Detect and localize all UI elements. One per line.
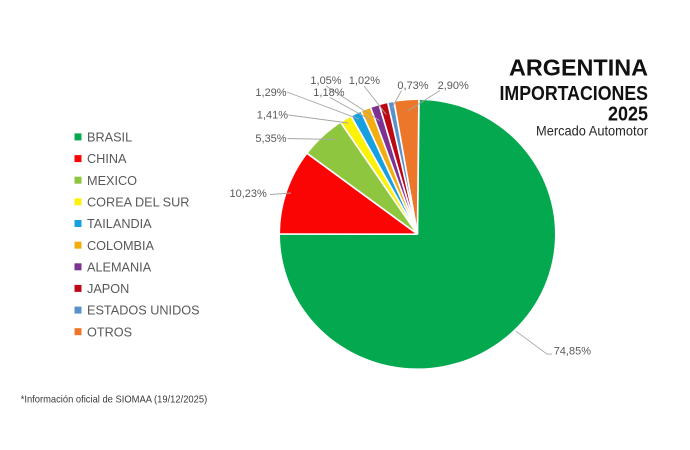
svg-text:OTROS: OTROS [87,325,132,339]
svg-text:ESTADOS UNIDOS: ESTADOS UNIDOS [87,304,200,318]
svg-text:1,41%: 1,41% [257,110,288,122]
svg-text:1,18%: 1,18% [313,87,344,99]
svg-text:ARGENTINA: ARGENTINA [509,55,648,81]
svg-text:5,35%: 5,35% [255,133,286,145]
svg-text:IMPORTACIONES: IMPORTACIONES [500,83,649,105]
svg-text:1,02%: 1,02% [349,75,380,87]
svg-text:2,90%: 2,90% [438,80,469,92]
svg-text:1,05%: 1,05% [310,75,341,87]
svg-text:ALEMANIA: ALEMANIA [87,260,152,274]
svg-text:1,29%: 1,29% [255,87,286,99]
svg-text:0,73%: 0,73% [397,80,428,92]
svg-text:CHINA: CHINA [87,152,127,166]
svg-text:COLOMBIA: COLOMBIA [87,239,155,253]
svg-text:BRASIL: BRASIL [87,131,132,145]
svg-text:MEXICO: MEXICO [87,174,137,188]
svg-text:Mercado Automotor: Mercado Automotor [536,124,648,139]
svg-text:JAPON: JAPON [87,282,129,296]
svg-text:TAILANDIA: TAILANDIA [87,217,152,231]
svg-text:10,23%: 10,23% [230,188,268,200]
svg-text:2025: 2025 [608,104,648,126]
svg-text:COREA DEL SUR: COREA DEL SUR [87,195,189,209]
svg-text:*Información oficial de SIOMAA: *Información oficial de SIOMAA (19/12/20… [21,394,208,405]
svg-text:74,85%: 74,85% [554,345,592,357]
